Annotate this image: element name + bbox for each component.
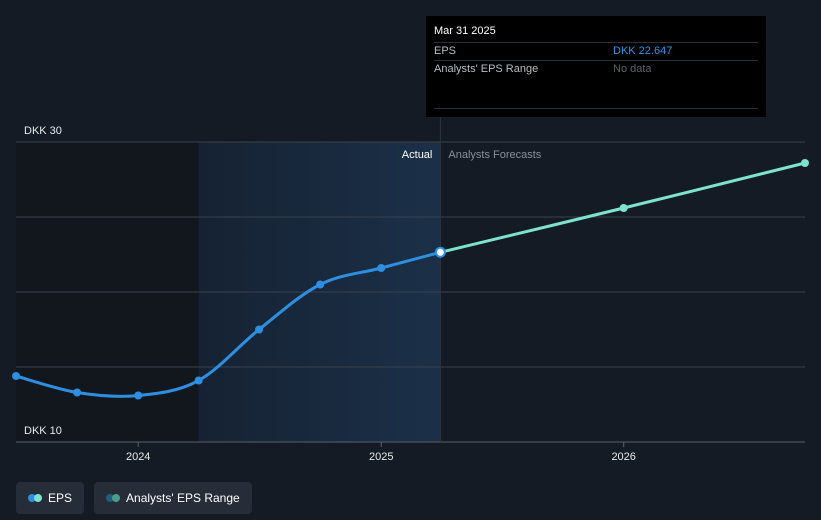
hover-tooltip: Mar 31 2025 EPS DKK 22.647 Analysts' EPS… (426, 16, 766, 117)
eps-actual-line (14, 250, 442, 398)
legend-item-eps[interactable]: EPS (16, 482, 85, 514)
tooltip-date: Mar 31 2025 (434, 25, 496, 37)
eps-point (377, 264, 386, 272)
eps-point (12, 372, 20, 380)
eps-range-legend-icon (106, 494, 121, 502)
x-tick-label: 2024 (126, 451, 150, 463)
eps-point (134, 391, 143, 400)
legend-eps-range-label: Analysts' EPS Range (126, 491, 240, 505)
tooltip-range-value: No data (613, 63, 652, 75)
tooltip-eps-label: EPS (434, 45, 457, 57)
tooltip-row-eps: EPS DKK 22.647 (434, 42, 758, 60)
legend-eps-label: EPS (48, 491, 73, 505)
tooltip-eps-value: DKK 22.647 (613, 45, 673, 57)
eps-point (316, 280, 325, 289)
eps-forecast-point (619, 204, 628, 212)
eps-point (194, 376, 203, 385)
y-tick-label: DKK 10 (24, 425, 62, 437)
legend-item-eps-range[interactable]: Analysts' EPS Range (94, 482, 252, 514)
eps-forecast-point (801, 159, 809, 167)
eps-highlighted-point (434, 246, 446, 258)
x-tick-label: 2026 (611, 451, 635, 463)
eps-point (73, 388, 82, 397)
actual-region-label: Actual (402, 149, 433, 161)
tooltip-divider (434, 108, 758, 109)
eps-point (255, 325, 264, 334)
chart-legend: EPS Analysts' EPS Range (16, 482, 252, 514)
y-tick-label: DKK 30 (24, 125, 62, 137)
tooltip-range-label: Analysts' EPS Range (434, 63, 539, 75)
eps-legend-icon (28, 494, 42, 502)
tooltip-row-range: Analysts' EPS Range No data (434, 60, 758, 78)
x-tick-label: 2025 (369, 451, 393, 463)
forecast-region-label: Analysts Forecasts (448, 149, 541, 161)
